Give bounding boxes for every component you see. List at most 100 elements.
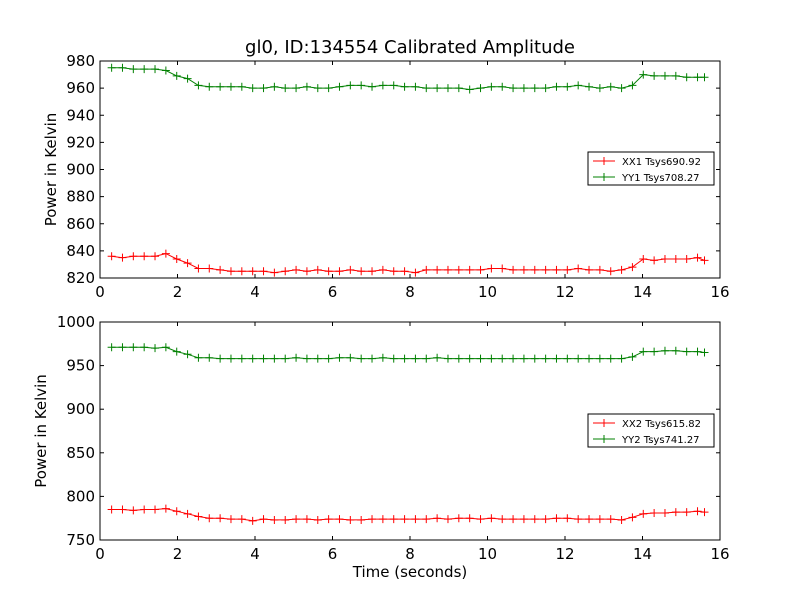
data-point — [226, 82, 235, 91]
x-tick-label: 0 — [95, 545, 105, 563]
data-point — [324, 515, 333, 524]
data-point — [639, 255, 648, 264]
data-point — [161, 249, 170, 258]
data-point — [259, 267, 268, 276]
data-point — [357, 354, 366, 363]
data-point — [237, 267, 246, 276]
data-point — [650, 71, 659, 80]
data-point — [498, 354, 507, 363]
data-point — [411, 515, 420, 524]
data-point — [216, 514, 225, 523]
x-tick-label: 16 — [710, 545, 729, 563]
data-point — [140, 252, 149, 261]
data-point — [700, 73, 709, 82]
data-point — [248, 354, 257, 363]
data-point — [129, 343, 138, 352]
data-point — [628, 352, 637, 361]
data-point — [693, 507, 702, 516]
data-point — [107, 252, 116, 261]
legend-marker — [600, 419, 608, 427]
data-point — [660, 71, 669, 80]
data-point — [671, 255, 680, 264]
x-tick-label: 12 — [555, 283, 574, 301]
data-point — [118, 63, 127, 72]
data-point — [519, 354, 528, 363]
data-point — [411, 268, 420, 277]
data-point — [509, 354, 518, 363]
data-point — [292, 84, 301, 93]
legend-label: XX2 Tsys615.82 — [622, 419, 701, 430]
y-tick-label: 950 — [66, 357, 95, 375]
data-point — [606, 515, 615, 524]
data-point — [411, 354, 420, 363]
data-point — [552, 354, 561, 363]
data-point — [324, 267, 333, 276]
data-point — [226, 515, 235, 524]
data-point — [270, 354, 279, 363]
data-point — [172, 507, 181, 516]
data-point — [302, 354, 311, 363]
data-point — [259, 354, 268, 363]
data-point — [411, 82, 420, 91]
data-point — [660, 346, 669, 355]
data-point — [498, 82, 507, 91]
x-tick-label: 16 — [710, 283, 729, 301]
data-point — [226, 354, 235, 363]
data-point — [281, 354, 290, 363]
data-point — [650, 347, 659, 356]
y-tick-label: 800 — [66, 487, 95, 505]
data-point — [595, 265, 604, 274]
x-tick-label: 14 — [633, 283, 652, 301]
data-point — [476, 265, 485, 274]
data-point — [660, 508, 669, 517]
data-point — [574, 515, 583, 524]
x-tick-label: 0 — [95, 283, 105, 301]
data-point — [335, 82, 344, 91]
data-point — [107, 505, 116, 514]
y-tick-label: 750 — [66, 531, 95, 549]
data-point — [671, 508, 680, 517]
data-point — [671, 346, 680, 355]
data-point — [541, 354, 550, 363]
legend-marker — [600, 173, 608, 181]
data-point — [194, 353, 203, 362]
data-point — [183, 509, 192, 518]
data-point — [498, 515, 507, 524]
data-point — [237, 515, 246, 524]
y-tick-label: 920 — [66, 133, 95, 151]
data-point — [682, 255, 691, 264]
data-point — [476, 515, 485, 524]
data-point — [259, 515, 268, 524]
data-point — [313, 84, 322, 93]
data-point — [422, 354, 431, 363]
data-point — [693, 347, 702, 356]
data-point — [682, 73, 691, 82]
data-point — [563, 514, 572, 523]
data-point — [400, 515, 409, 524]
data-point — [292, 515, 301, 524]
data-point — [389, 81, 398, 90]
data-point — [574, 354, 583, 363]
data-point — [606, 82, 615, 91]
data-point — [324, 84, 333, 93]
data-point — [151, 65, 160, 74]
data-point — [433, 84, 442, 93]
data-point — [118, 505, 127, 514]
bottom-subplot: 0 2 4 6 8 10 12 14 16 750 800 850 900 950 1000 Power in… — [32, 313, 730, 581]
data-point — [248, 516, 257, 525]
data-point — [443, 515, 452, 524]
data-point — [205, 264, 214, 273]
data-point — [530, 515, 539, 524]
y-tick-label: 940 — [66, 106, 95, 124]
data-point — [465, 354, 474, 363]
data-point — [292, 353, 301, 362]
data-point — [519, 265, 528, 274]
data-point — [574, 264, 583, 273]
data-point — [422, 84, 431, 93]
x-axis-label: Time (seconds) — [352, 563, 468, 581]
data-point — [378, 265, 387, 274]
data-point — [617, 354, 626, 363]
data-point — [248, 267, 257, 276]
data-point — [541, 515, 550, 524]
data-point — [205, 514, 214, 523]
